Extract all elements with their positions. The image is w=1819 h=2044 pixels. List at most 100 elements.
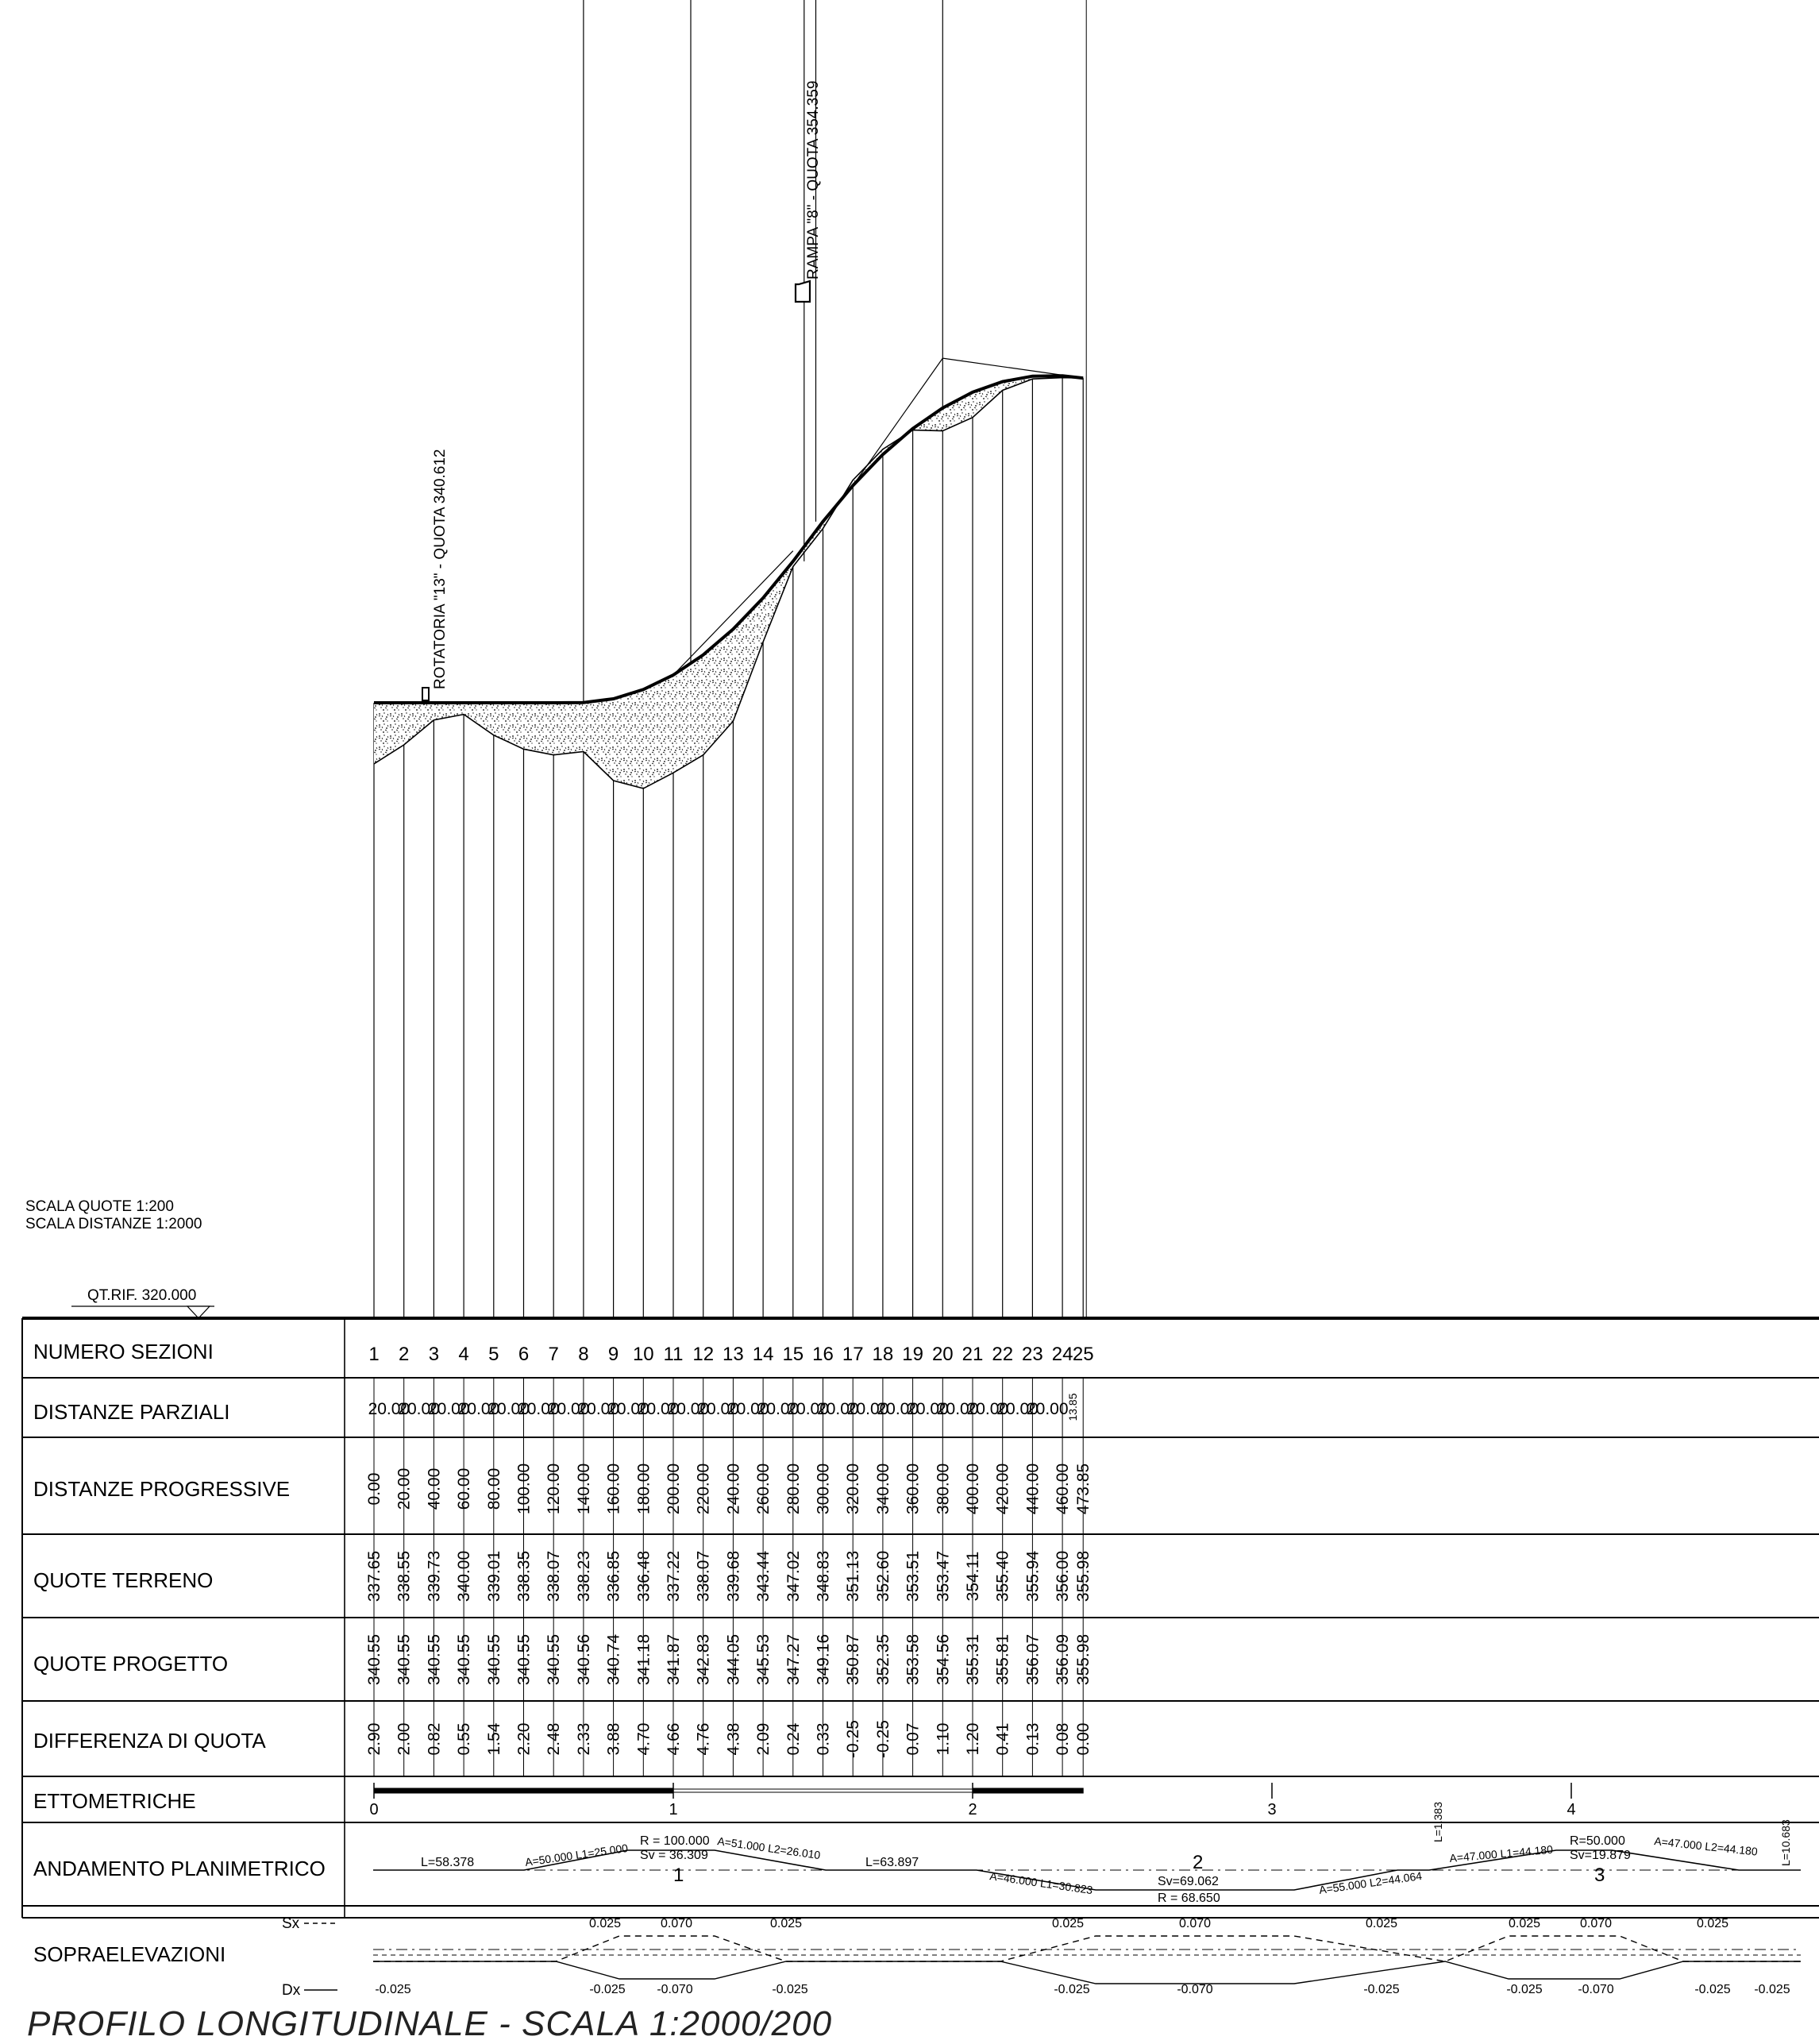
partial-distance: 20.00	[937, 1400, 979, 1418]
progressive-distance: 180.00	[634, 1464, 653, 1514]
design-elevation: 340.74	[605, 1634, 623, 1686]
progressive-distance: 0.00	[365, 1473, 383, 1506]
elevation-difference: 0.41	[994, 1723, 1012, 1756]
plan-straight4: L=10.683	[1779, 1819, 1792, 1866]
progressive-distance: 80.00	[485, 1468, 503, 1510]
section-number: 6	[518, 1344, 529, 1365]
ground-profile-line	[373, 376, 1084, 789]
partial-distance: 20.00	[996, 1400, 1039, 1418]
roundabout-label: ROTATORIA "13" - QUOTA 340.612	[432, 449, 449, 689]
section-number: 3	[429, 1344, 439, 1365]
ground-elevation: 338.55	[395, 1551, 414, 1602]
elevation-difference: -0.25	[844, 1720, 862, 1758]
section-number: 11	[664, 1344, 684, 1365]
vertical-curve-tangent-line	[672, 357, 1084, 676]
row-label-design: QUOTE PROGETTO	[33, 1652, 228, 1676]
superelevation-bottom-value: -0.025	[1054, 1983, 1089, 1996]
elevation-difference: 0.08	[1054, 1723, 1072, 1756]
section-number: 14	[753, 1344, 774, 1365]
superelevation-bottom-value: -0.070	[1578, 1983, 1613, 1996]
ground-elevation: 352.60	[874, 1551, 892, 1602]
elevation-difference: 0.55	[455, 1723, 473, 1756]
section-number: 1	[368, 1344, 379, 1365]
progressive-distance: 260.00	[754, 1464, 773, 1514]
plan-curve1-r: R = 100.000	[640, 1834, 710, 1848]
ramp-label: RAMPA "8" - QUOTA 354.359	[805, 81, 822, 280]
ground-elevation: 356.00	[1054, 1551, 1072, 1602]
partial-distance: 20.00	[847, 1400, 889, 1418]
section-number: 7	[549, 1344, 559, 1365]
partial-distance: 20.00	[518, 1400, 560, 1418]
elevation-difference: 0.07	[904, 1723, 923, 1756]
design-elevation: 340.55	[515, 1634, 534, 1685]
design-elevation: 340.55	[365, 1634, 383, 1685]
scale-distances-note: SCALA DISTANZE 1:2000	[25, 1216, 202, 1232]
plan-clothoid3b: A=47.000 L2=44.180	[1654, 1834, 1759, 1858]
hectometric-label: 2	[968, 1801, 977, 1818]
design-elevation: 350.87	[844, 1634, 862, 1685]
plan-curve3-sv: Sv=19.879	[1570, 1849, 1631, 1862]
section-number: 13	[723, 1344, 744, 1365]
elevation-difference: 2.20	[515, 1723, 534, 1756]
design-elevation: 355.81	[994, 1634, 1012, 1685]
partial-distance: 20.00	[697, 1400, 739, 1418]
elevation-difference: 0.82	[425, 1723, 443, 1756]
reference-level-triangle-icon	[186, 1305, 211, 1319]
partial-distance: 20.00	[428, 1400, 470, 1418]
design-elevation: 340.56	[575, 1634, 593, 1685]
ground-elevation: 355.94	[1023, 1551, 1042, 1602]
section-number: 12	[692, 1344, 714, 1365]
design-elevation: 340.55	[545, 1634, 563, 1685]
plan-straight1: L=58.378	[421, 1856, 474, 1869]
progressive-distance: 360.00	[904, 1464, 923, 1514]
partial-distance: 20.00	[548, 1400, 590, 1418]
elevation-difference: 4.66	[665, 1723, 683, 1756]
section-number: 25	[1073, 1344, 1094, 1365]
design-elevation: 341.87	[665, 1634, 683, 1685]
row-label-partial: DISTANZE PARZIALI	[33, 1400, 230, 1424]
progressive-distance: 20.00	[395, 1468, 414, 1510]
progressive-distance: 460.00	[1054, 1464, 1072, 1514]
plan-curve2-no: 2	[1193, 1852, 1203, 1873]
superelevation-bottom-value: -0.025	[375, 1983, 410, 1996]
superelevation-top-value: 0.025	[770, 1917, 802, 1930]
progressive-distance: 280.00	[784, 1464, 803, 1514]
ground-elevation: 351.13	[844, 1551, 862, 1602]
superelevation-top-value: 0.070	[661, 1917, 692, 1930]
ground-elevation: 339.68	[724, 1551, 742, 1602]
partial-distance: 20.00	[727, 1400, 769, 1418]
drawing-title: PROFILO LONGITUDINALE - SCALA 1:2000/200	[27, 2004, 833, 2043]
section-number: 5	[488, 1344, 499, 1365]
elevation-difference: 3.88	[605, 1723, 623, 1756]
design-elevation: 355.98	[1074, 1634, 1093, 1685]
superelevation-bottom-value: -0.025	[589, 1983, 625, 1996]
plan-clothoid1a: A=50.000 L1=25.000	[524, 1842, 629, 1869]
plan-straight3: L=1.383	[1432, 1802, 1444, 1842]
ground-elevation: 337.22	[665, 1551, 683, 1602]
row-label-plan: ANDAMENTO PLANIMETRICO	[33, 1857, 326, 1880]
superelevation-bottom-value: -0.025	[772, 1983, 807, 1996]
ground-elevation: 336.48	[634, 1551, 653, 1602]
hectometric-segment	[972, 1788, 1084, 1794]
plan-curve1-sv: Sv = 36.309	[640, 1849, 708, 1862]
hectometric-label: 4	[1567, 1801, 1575, 1818]
elevation-difference: 4.76	[695, 1723, 713, 1756]
superelevation-top-value: 0.025	[1697, 1917, 1728, 1930]
partial-distance: 20.00	[668, 1400, 710, 1418]
superelevation-bottom-value: -0.025	[1363, 1983, 1399, 1996]
elevation-difference: 0.13	[1023, 1723, 1042, 1756]
legend-sx-label: Sx	[282, 1915, 300, 1932]
progressive-distance: 100.00	[515, 1464, 534, 1514]
design-elevation: 341.18	[634, 1634, 653, 1685]
scale-heights-note: SCALA QUOTE 1:200	[25, 1198, 174, 1215]
superelevation-top-value: 0.025	[1052, 1917, 1084, 1930]
progressive-distance: 400.00	[964, 1464, 982, 1514]
ground-elevation: 340.00	[455, 1551, 473, 1602]
section-number: 10	[633, 1344, 654, 1365]
superelevation-top-value: 0.025	[589, 1917, 621, 1930]
ground-elevation: 338.07	[545, 1551, 563, 1602]
row-label-difference: DIFFERENZA DI QUOTA	[33, 1729, 266, 1753]
section-number: 22	[992, 1344, 1013, 1365]
elevation-difference: 1.54	[485, 1722, 503, 1755]
